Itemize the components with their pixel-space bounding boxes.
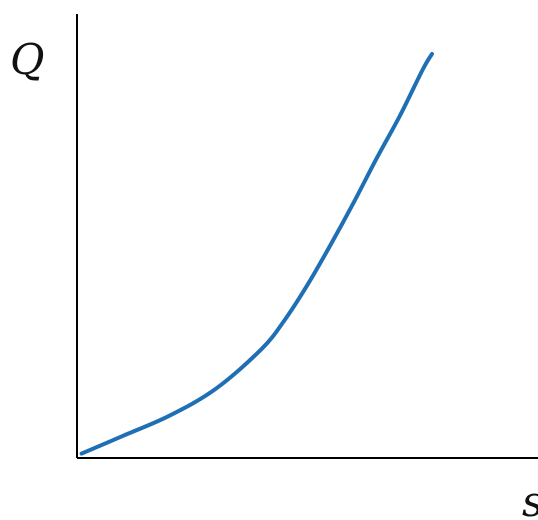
x-axis-title: s: [522, 477, 538, 520]
y-axis-title: Q: [10, 35, 44, 84]
series-line: [79, 51, 434, 456]
plot-area: [76, 14, 538, 459]
